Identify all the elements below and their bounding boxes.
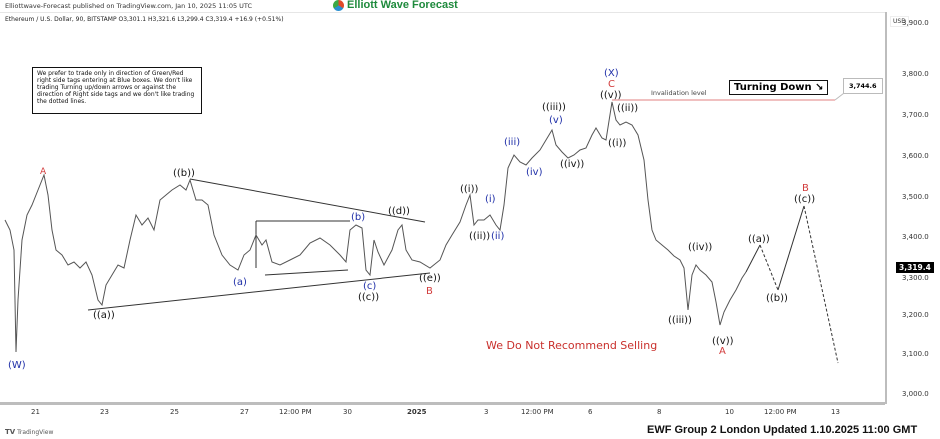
svg-text:(iii): (iii) (504, 137, 520, 148)
ytick: 3,400.0 (902, 233, 929, 241)
xtick: 30 (343, 408, 352, 416)
projection-dotted-2 (803, 205, 839, 364)
svg-text:B: B (802, 183, 809, 194)
svg-text:((ii)): ((ii)) (469, 231, 490, 242)
svg-text:(X): (X) (604, 68, 619, 79)
ytick: 3,000.0 (902, 390, 929, 398)
tradingview-label: TradingView (17, 429, 54, 436)
svg-text:(ii): (ii) (491, 231, 504, 242)
svg-text:((v)): ((v)) (600, 90, 622, 101)
svg-text:((iv)): ((iv)) (560, 159, 584, 170)
svg-text:((e)): ((e)) (419, 273, 441, 284)
svg-text:((iv)): ((iv)) (688, 242, 712, 253)
xtick: 13 (831, 408, 840, 416)
svg-text:(v): (v) (549, 115, 563, 126)
xtick: 25 (170, 408, 179, 416)
turning-down-box: Turning Down ↘ (729, 80, 829, 95)
xtick: 23 (100, 408, 109, 416)
svg-text:(iv): (iv) (526, 167, 543, 178)
svg-text:(c): (c) (363, 281, 376, 292)
svg-text:((c)): ((c)) (358, 292, 379, 303)
tradingview-logo-icon: TV (5, 428, 16, 436)
ytick: 3,600.0 (902, 152, 929, 160)
invalidation-label: Invalidation level (651, 89, 707, 97)
ytick: 3,500.0 (902, 193, 929, 201)
symbol-legend: Ethereum / U.S. Dollar, 90, BITSTAMP O3,… (5, 16, 284, 23)
brand-logo: Elliott Wave Forecast (333, 0, 458, 11)
projection-solid-2 (777, 205, 805, 291)
ytick: 3,300.0 (902, 274, 929, 282)
published-line: Elliottwave-Forecast published on Tradin… (5, 2, 253, 10)
turning-down-label: Turning Down (734, 82, 812, 93)
svg-text:((a)): ((a)) (748, 234, 770, 245)
ytick: 3,200.0 (902, 311, 929, 319)
svg-text:((v)): ((v)) (712, 336, 734, 347)
ewf-logo-icon (333, 0, 344, 11)
ytick: 3,700.0 (902, 111, 929, 119)
projection-solid-1 (745, 244, 761, 273)
price-series (4, 101, 747, 353)
svg-text:((iii)): ((iii)) (668, 315, 692, 326)
xtick: 27 (240, 408, 249, 416)
xtick: 3 (484, 408, 489, 416)
xtick: 2025 (407, 408, 427, 416)
trendlines (87, 178, 431, 311)
xtick: 12:00 PM (764, 408, 797, 416)
svg-text:A: A (719, 346, 726, 357)
tradingview-attribution[interactable]: TV TradingView (5, 428, 53, 436)
time-axis[interactable] (0, 402, 885, 423)
svg-text:(i): (i) (485, 194, 496, 205)
trading-note: We prefer to trade only in direction of … (32, 67, 202, 114)
svg-text:(a): (a) (233, 277, 247, 288)
svg-text:((d)): ((d)) (388, 206, 410, 217)
chart-area[interactable] (0, 12, 885, 403)
price-chart[interactable]: A (W) ((a)) ((b)) (a) (b) (c) ((c)) ((d)… (0, 0, 885, 402)
svg-text:((b)): ((b)) (173, 168, 195, 179)
projection-dotted-1 (759, 244, 779, 291)
price-axis[interactable] (885, 12, 940, 404)
svg-text:((i)): ((i)) (460, 184, 478, 195)
xtick: 10 (725, 408, 734, 416)
currency-label: USD (890, 16, 909, 27)
svg-text:B: B (426, 286, 433, 297)
svg-text:(b): (b) (351, 212, 365, 223)
svg-text:A: A (40, 167, 47, 177)
svg-text:((i)): ((i)) (608, 138, 626, 149)
svg-text:((c)): ((c)) (794, 194, 815, 205)
no-sell-warning: We Do Not Recommend Selling (486, 339, 658, 352)
wave-labels: A (W) ((a)) ((b)) (a) (b) (c) ((c)) ((d)… (8, 68, 815, 371)
current-price-tag: 3,319.4 (896, 262, 934, 273)
brand-name: Elliott Wave Forecast (347, 0, 458, 11)
svg-text:((ii)): ((ii)) (617, 103, 638, 114)
invalidation-price-callout: 3,744.6 (843, 78, 883, 94)
xtick: 21 (31, 408, 40, 416)
ytick: 3,900.0 (902, 19, 929, 27)
svg-text:((iii)): ((iii)) (542, 102, 566, 113)
xtick: 6 (588, 408, 593, 416)
xtick: 12:00 PM (521, 408, 554, 416)
svg-text:((a)): ((a)) (93, 310, 115, 321)
ytick: 3,800.0 (902, 70, 929, 78)
svg-text:(W): (W) (8, 360, 26, 371)
arrow-turn-down-icon: ↘ (815, 82, 824, 93)
svg-text:C: C (608, 79, 615, 90)
svg-text:((b)): ((b)) (766, 293, 788, 304)
xtick: 12:00 PM (279, 408, 312, 416)
ytick: 3,100.0 (902, 350, 929, 358)
update-footer: EWF Group 2 London Updated 1.10.2025 11:… (647, 424, 918, 436)
xtick: 8 (657, 408, 662, 416)
